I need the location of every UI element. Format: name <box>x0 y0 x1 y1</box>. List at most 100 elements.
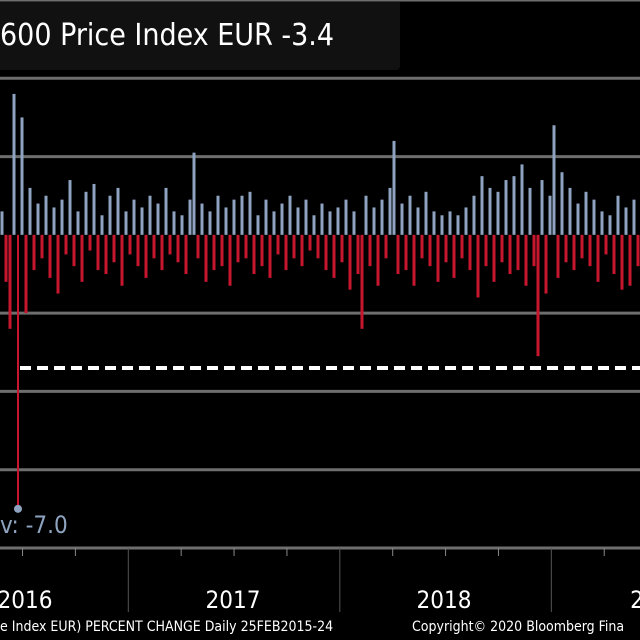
bar-negative <box>104 234 108 274</box>
bar-positive <box>520 164 524 235</box>
bar-positive <box>156 203 160 235</box>
bar-negative <box>32 234 36 271</box>
bar-negative <box>308 234 312 251</box>
footer-copyright: Copyright© 2020 Bloomberg Fina <box>412 619 625 635</box>
bar-positive <box>52 207 56 235</box>
bar-positive <box>164 187 168 235</box>
bar-negative <box>620 234 624 290</box>
bar-positive <box>304 199 308 235</box>
bar-positive <box>548 195 552 235</box>
bar-negative <box>436 234 440 282</box>
bar-positive <box>552 125 556 235</box>
bar-negative <box>556 234 560 278</box>
bar-negative <box>48 234 52 278</box>
bar-negative <box>404 234 408 271</box>
bar-positive <box>100 215 104 235</box>
bar-negative <box>376 234 380 286</box>
footer-series-description: e Index EUR) PERCENT CHANGE Daily 25FEB2… <box>0 619 334 635</box>
bar-negative <box>636 234 640 267</box>
bar-negative <box>348 234 352 290</box>
bar-positive <box>216 195 220 235</box>
bar-positive <box>380 199 384 235</box>
bar-positive <box>560 172 564 235</box>
bar-negative <box>460 234 464 259</box>
low-value-label: v: -7.0 <box>0 511 68 539</box>
bar-positive <box>440 215 444 235</box>
x-tick-label-2018: 2018 <box>416 586 472 614</box>
bar-negative <box>292 234 296 259</box>
bar-negative <box>40 234 44 259</box>
bar-positive <box>344 199 348 235</box>
bar-positive <box>320 203 324 235</box>
bar-negative <box>444 234 448 263</box>
bar-positive <box>528 187 532 235</box>
bar-negative <box>396 234 400 274</box>
bar-positive <box>148 195 152 235</box>
bar-negative <box>220 234 224 267</box>
bar-positive <box>424 191 428 235</box>
bar-positive <box>60 199 64 235</box>
bar-negative <box>484 234 488 267</box>
low-value-marker <box>14 504 22 513</box>
bar-negative <box>212 234 216 271</box>
bar-negative <box>508 234 512 274</box>
bar-positive <box>576 203 580 235</box>
bar-positive <box>68 180 72 235</box>
bar-positive <box>272 211 276 235</box>
bar-positive <box>248 191 252 235</box>
bar-negative <box>476 234 480 298</box>
bar-negative <box>236 234 240 263</box>
bar-negative <box>524 234 528 286</box>
bar-positive <box>20 117 24 235</box>
bar-negative <box>368 234 372 267</box>
bar-negative <box>564 234 568 263</box>
bar-positive <box>132 199 136 235</box>
bar-positive <box>624 207 628 235</box>
bar-negative <box>428 234 432 267</box>
bar-positive <box>200 203 204 235</box>
bar-negative <box>596 234 600 282</box>
bar-positive <box>232 199 236 235</box>
bar-negative <box>204 234 208 282</box>
bar-positive <box>208 211 212 235</box>
bar-positive <box>296 207 300 235</box>
bar-positive <box>592 199 596 235</box>
bar-negative <box>160 234 164 271</box>
bar-positive <box>140 207 144 235</box>
bar-positive <box>328 211 332 235</box>
bar-negative <box>588 234 592 267</box>
bar-negative <box>340 234 344 263</box>
bar-positive <box>288 195 292 235</box>
bar-positive <box>568 187 572 235</box>
bar-positive <box>256 215 260 235</box>
bar-positive <box>456 215 460 235</box>
bar-negative <box>64 234 68 255</box>
bar-positive <box>352 211 356 235</box>
bar-positive <box>36 203 40 235</box>
bar-positive <box>540 180 544 235</box>
x-tick-label-2019: 2 <box>630 586 640 614</box>
bar-negative <box>80 234 84 282</box>
bar-negative <box>72 234 76 267</box>
bar-positive <box>600 211 604 235</box>
bar-negative <box>88 234 92 251</box>
bar-negative <box>580 234 584 259</box>
bar-negative <box>536 234 540 357</box>
bar-negative <box>268 234 272 278</box>
bar-negative <box>4 234 8 282</box>
bar-positive <box>240 195 244 235</box>
bar-negative <box>8 234 12 329</box>
bar-negative <box>572 234 576 271</box>
bar-positive <box>172 211 176 235</box>
bar-positive <box>188 199 192 235</box>
bar-negative <box>24 234 28 314</box>
bar-positive <box>280 203 284 235</box>
bar-positive <box>224 207 228 235</box>
bar-negative <box>360 234 364 329</box>
x-tick-label-2017: 2017 <box>205 586 261 614</box>
bar-negative <box>516 234 520 271</box>
bar-negative <box>300 234 304 267</box>
bar-negative <box>612 234 616 274</box>
bar-positive <box>124 211 128 235</box>
bar-positive <box>264 199 268 235</box>
